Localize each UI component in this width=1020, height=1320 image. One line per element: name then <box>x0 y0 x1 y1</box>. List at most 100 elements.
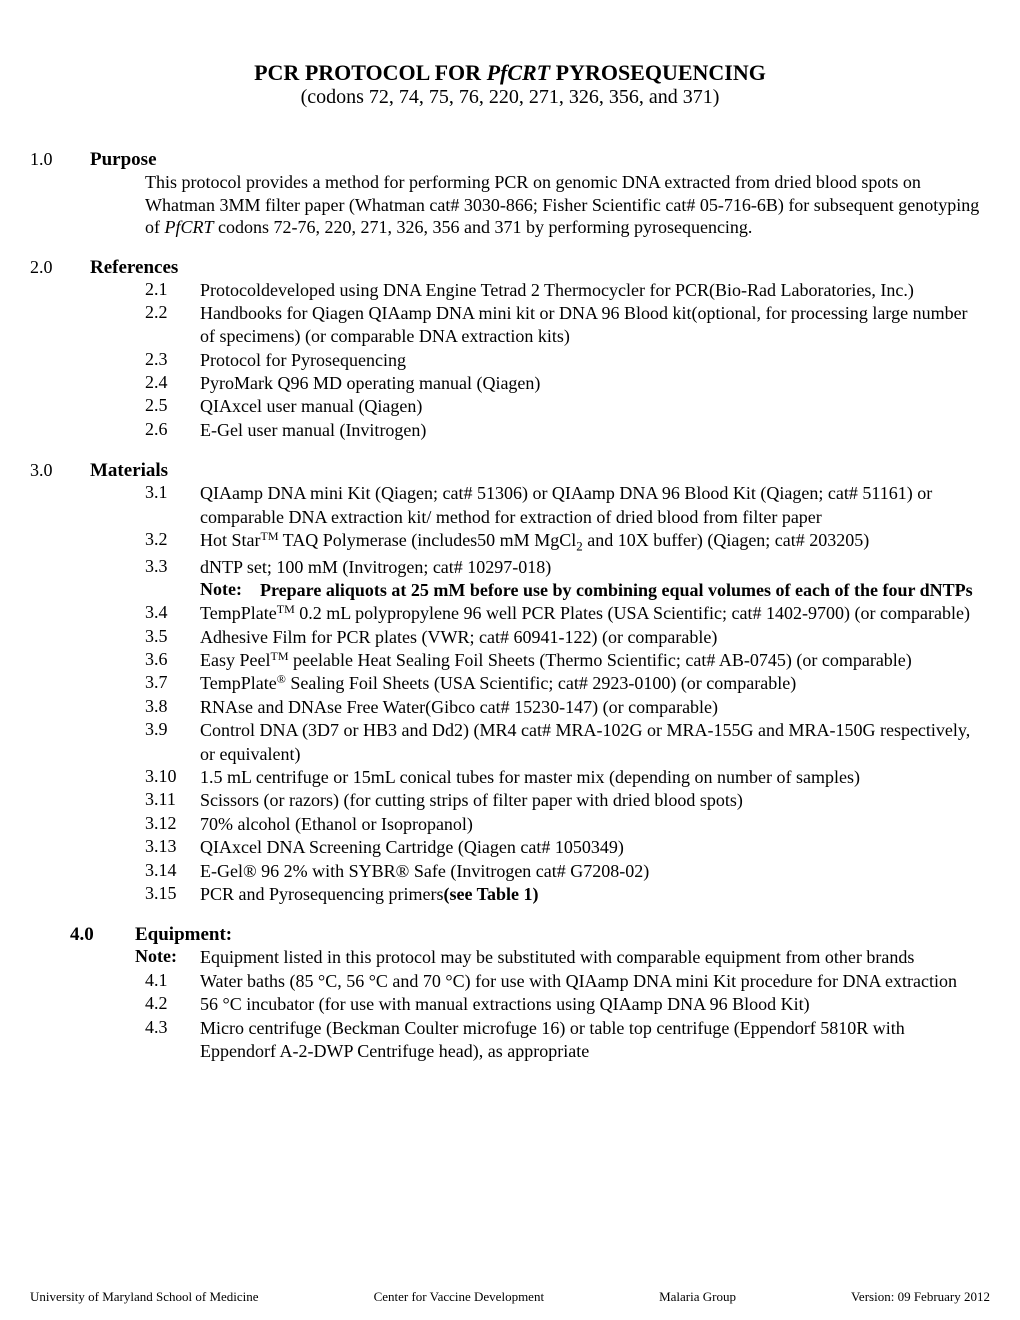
item-text: Adhesive Film for PCR plates (VWR; cat# … <box>200 626 727 649</box>
registered: ® <box>277 672 286 686</box>
item-text: RNAse and DNAse Free Water(Gibco cat# 15… <box>200 696 728 719</box>
item-text: TempPlate® Sealing Foil Sheets (USA Scie… <box>200 672 806 695</box>
item-text: Protocoldeveloped using DNA Engine Tetra… <box>200 279 924 302</box>
item-number: 2.1 <box>145 279 200 302</box>
item-text: PyroMark Q96 MD operating manual (Qiagen… <box>200 372 550 395</box>
text: Hot Star <box>200 530 261 550</box>
text: PCR and Pyrosequencing primers <box>200 884 443 904</box>
purpose-post: codons 72-76, 220, 271, 326, 356 and 371… <box>214 217 753 237</box>
item-number: 4.3 <box>145 1017 200 1064</box>
list-item: 2.4PyroMark Q96 MD operating manual (Qia… <box>145 372 990 395</box>
trademark: TM <box>277 602 295 616</box>
list-item: 3.1270% alcohol (Ethanol or Isopropanol) <box>145 813 990 836</box>
item-number: 4.1 <box>145 970 200 993</box>
item-text: Handbooks for Qiagen QIAamp DNA mini kit… <box>200 302 990 349</box>
list-item: 3.7TempPlate® Sealing Foil Sheets (USA S… <box>145 672 990 695</box>
title-italic: PfCRT <box>487 60 551 85</box>
item-text: E-Gel user manual (Invitrogen) <box>200 419 436 442</box>
item-text: 56 °C incubator (for use with manual ext… <box>200 993 820 1016</box>
item-text: Easy PeelTM peelable Heat Sealing Foil S… <box>200 649 922 672</box>
item-text: Hot StarTM TAQ Polymerase (includes50 mM… <box>200 529 879 555</box>
note-text: Prepare aliquots at 25 mM before use by … <box>260 579 983 602</box>
text: TempPlate <box>200 673 277 693</box>
item-number: 2.2 <box>145 302 200 349</box>
text: Easy Peel <box>200 650 270 670</box>
note-row: Note:Prepare aliquots at 25 mM before us… <box>200 579 990 602</box>
item-number: 3.11 <box>145 789 200 812</box>
section-number: 3.0 <box>30 460 90 481</box>
footer-center: Center for Vaccine Development <box>374 1289 545 1305</box>
list-item: 3.1QIAamp DNA mini Kit (Qiagen; cat# 513… <box>145 482 990 529</box>
note-label: Note: <box>200 579 260 602</box>
item-text: 70% alcohol (Ethanol or Isopropanol) <box>200 813 483 836</box>
title-pre: PCR PROTOCOL FOR <box>254 60 486 85</box>
item-number: 3.13 <box>145 836 200 859</box>
title-post: PYROSEQUENCING <box>550 60 766 85</box>
text: 0.2 mL polypropylene 96 well PCR Plates … <box>295 603 970 623</box>
page-footer: University of Maryland School of Medicin… <box>30 1289 990 1305</box>
item-text: QIAamp DNA mini Kit (Qiagen; cat# 51306)… <box>200 482 990 529</box>
list-item: 3.101.5 mL centrifuge or 15mL conical tu… <box>145 766 990 789</box>
list-item: 2.6E-Gel user manual (Invitrogen) <box>145 419 990 442</box>
list-item: 4.256 °C incubator (for use with manual … <box>145 993 990 1016</box>
item-number: 3.4 <box>145 602 200 625</box>
section-heading: Materials <box>90 460 168 482</box>
item-number: 3.3 <box>145 556 200 579</box>
item-number: 3.10 <box>145 766 200 789</box>
trademark: TM <box>270 649 288 663</box>
note-text: Equipment listed in this protocol may be… <box>200 946 924 969</box>
text: and 10X buffer) (Qiagen; cat# 203205) <box>583 530 870 550</box>
list-item: 3.8RNAse and DNAse Free Water(Gibco cat#… <box>145 696 990 719</box>
document-title: PCR PROTOCOL FOR PfCRT PYROSEQUENCING <box>30 60 990 86</box>
text: TempPlate <box>200 603 277 623</box>
section-heading: References <box>90 257 178 279</box>
list-item: 3.14E-Gel® 96 2% with SYBR® Safe (Invitr… <box>145 860 990 883</box>
text: Sealing Foil Sheets (USA Scientific; cat… <box>286 673 796 693</box>
item-text: 1.5 mL centrifuge or 15mL conical tubes … <box>200 766 870 789</box>
title-block: PCR PROTOCOL FOR PfCRT PYROSEQUENCING (c… <box>30 60 990 109</box>
footer-version: Version: 09 February 2012 <box>851 1289 990 1305</box>
list-item: 2.1Protocoldeveloped using DNA Engine Te… <box>145 279 990 302</box>
list-item: 3.9Control DNA (3D7 or HB3 and Dd2) (MR4… <box>145 719 990 766</box>
item-number: 3.2 <box>145 529 200 555</box>
text: TAQ Polymerase (includes50 mM MgCl <box>279 530 577 550</box>
footer-org: University of Maryland School of Medicin… <box>30 1289 259 1305</box>
item-number: 3.12 <box>145 813 200 836</box>
item-number: 2.4 <box>145 372 200 395</box>
list-item: 2.5QIAxcel user manual (Qiagen) <box>145 395 990 418</box>
item-text: TempPlateTM 0.2 mL polypropylene 96 well… <box>200 602 980 625</box>
item-number: 2.6 <box>145 419 200 442</box>
item-text: dNTP set; 100 mM (Invitrogen; cat# 10297… <box>200 556 561 579</box>
item-text: Protocol for Pyrosequencing <box>200 349 416 372</box>
item-number: 3.5 <box>145 626 200 649</box>
list-item: 3.2Hot StarTM TAQ Polymerase (includes50… <box>145 529 990 555</box>
purpose-italic: PfCRT <box>165 217 214 237</box>
list-item: 3.3dNTP set; 100 mM (Invitrogen; cat# 10… <box>145 556 990 579</box>
document-subtitle: (codons 72, 74, 75, 76, 220, 271, 326, 3… <box>30 86 990 109</box>
section-purpose: 1.0 Purpose This protocol provides a met… <box>30 149 990 239</box>
footer-group: Malaria Group <box>659 1289 736 1305</box>
list-item: 3.4TempPlateTM 0.2 mL polypropylene 96 w… <box>145 602 990 625</box>
note-label: Note: <box>135 946 200 969</box>
item-text: PCR and Pyrosequencing primers(see Table… <box>200 883 549 906</box>
bold-text: (see Table 1) <box>443 884 538 904</box>
list-item: 3.13QIAxcel DNA Screening Cartridge (Qia… <box>145 836 990 859</box>
item-text: QIAxcel DNA Screening Cartridge (Qiagen … <box>200 836 634 859</box>
list-item: 3.11Scissors (or razors) (for cutting st… <box>145 789 990 812</box>
section-number: 2.0 <box>30 257 90 278</box>
list-item: 4.3Micro centrifuge (Beckman Coulter mic… <box>145 1017 990 1064</box>
item-number: 3.15 <box>145 883 200 906</box>
item-number: 3.14 <box>145 860 200 883</box>
section-heading: Equipment: <box>135 924 232 946</box>
list-item: 2.3Protocol for Pyrosequencing <box>145 349 990 372</box>
section-heading: Purpose <box>90 149 157 171</box>
section-references: 2.0 References 2.1Protocoldeveloped usin… <box>30 257 990 443</box>
item-number: 3.6 <box>145 649 200 672</box>
item-text: E-Gel® 96 2% with SYBR® Safe (Invitrogen… <box>200 860 659 883</box>
item-number: 4.2 <box>145 993 200 1016</box>
list-item: 3.15PCR and Pyrosequencing primers(see T… <box>145 883 990 906</box>
list-item: 3.5Adhesive Film for PCR plates (VWR; ca… <box>145 626 990 649</box>
list-item: 4.1Water baths (85 °C, 56 °C and 70 °C) … <box>145 970 990 993</box>
section-number: 4.0 <box>70 924 135 946</box>
section-equipment: 4.0 Equipment: Note:Equipment listed in … <box>30 924 990 1063</box>
